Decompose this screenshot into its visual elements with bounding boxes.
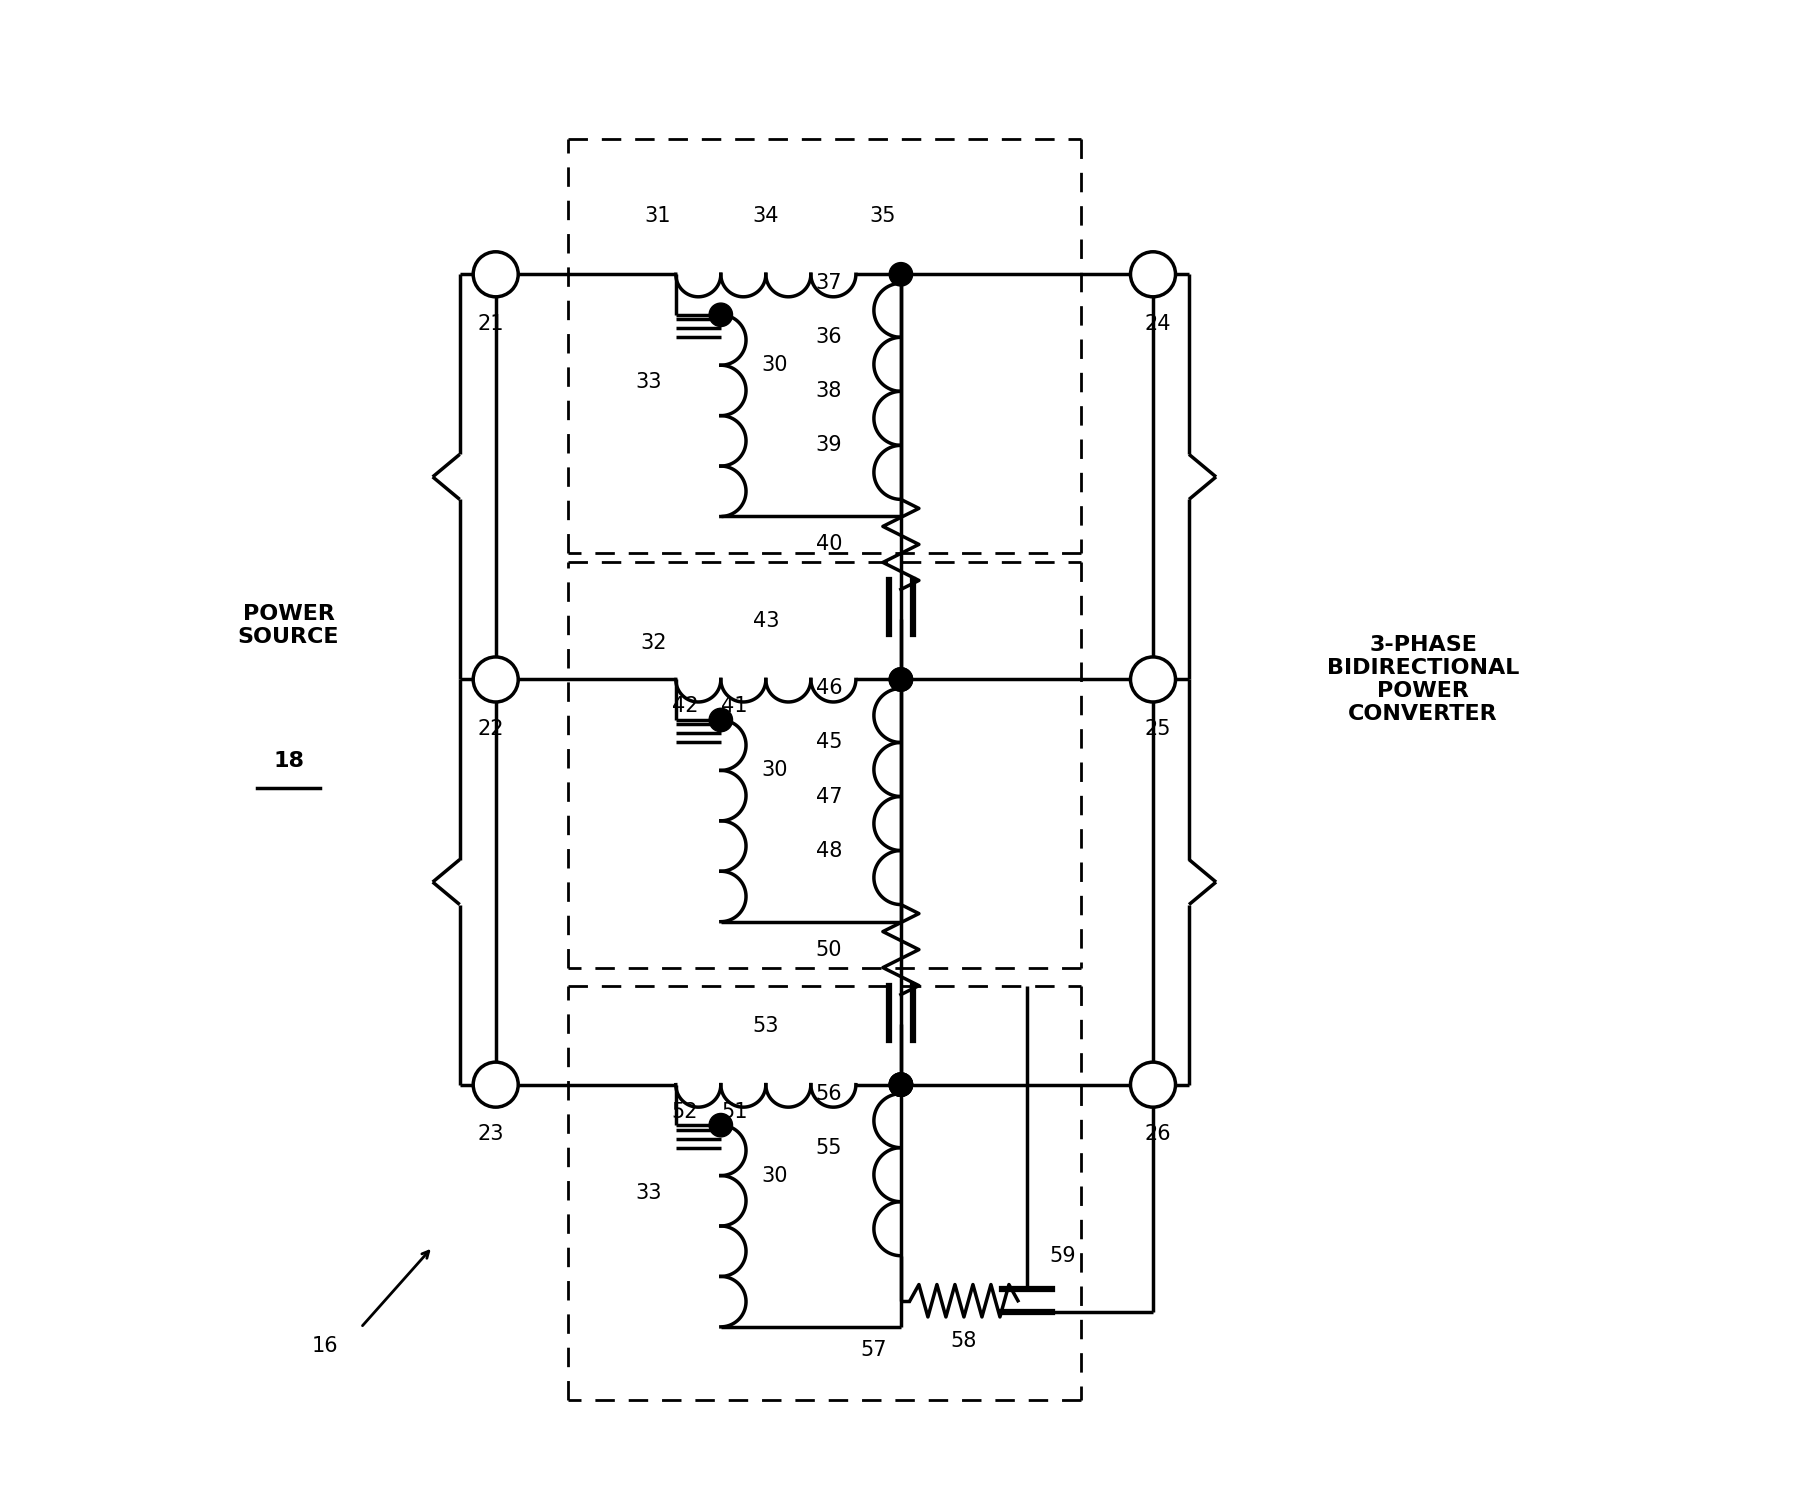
Text: 31: 31 <box>645 206 671 226</box>
Circle shape <box>889 668 913 692</box>
Text: 37: 37 <box>816 273 842 293</box>
Text: 39: 39 <box>816 435 842 456</box>
Circle shape <box>709 708 733 732</box>
Circle shape <box>889 1073 913 1097</box>
Circle shape <box>1131 1062 1176 1107</box>
Circle shape <box>473 657 518 702</box>
Circle shape <box>889 668 913 692</box>
Text: 36: 36 <box>816 327 842 347</box>
Text: 57: 57 <box>860 1340 887 1360</box>
Text: 38: 38 <box>816 381 842 402</box>
Text: 25: 25 <box>1144 719 1171 740</box>
Text: 43: 43 <box>753 611 780 630</box>
Text: 53: 53 <box>753 1016 780 1037</box>
Circle shape <box>889 1073 913 1097</box>
Text: 3-PHASE
BIDIRECTIONAL
POWER
CONVERTER: 3-PHASE BIDIRECTIONAL POWER CONVERTER <box>1327 635 1520 725</box>
Text: 24: 24 <box>1144 314 1171 333</box>
Text: 34: 34 <box>753 206 780 226</box>
Text: 47: 47 <box>816 786 842 807</box>
Text: 52: 52 <box>671 1101 698 1122</box>
Text: 16: 16 <box>311 1336 338 1355</box>
Text: 56: 56 <box>816 1083 842 1104</box>
Text: 33: 33 <box>636 1183 662 1203</box>
Text: 58: 58 <box>951 1331 976 1351</box>
Text: 18: 18 <box>273 750 304 771</box>
Text: 45: 45 <box>816 732 842 753</box>
Circle shape <box>473 1062 518 1107</box>
Circle shape <box>1131 657 1176 702</box>
Text: 46: 46 <box>816 678 842 699</box>
Text: 23: 23 <box>478 1123 504 1144</box>
Text: 33: 33 <box>636 372 662 393</box>
Text: 51: 51 <box>722 1101 747 1122</box>
Text: 32: 32 <box>640 633 667 653</box>
Text: POWER
SOURCE: POWER SOURCE <box>238 604 340 647</box>
Text: 21: 21 <box>478 314 504 333</box>
Text: 41: 41 <box>722 696 747 717</box>
Text: 40: 40 <box>816 535 842 554</box>
Text: 26: 26 <box>1144 1123 1171 1144</box>
Circle shape <box>889 263 913 285</box>
Circle shape <box>473 252 518 297</box>
Text: 35: 35 <box>869 206 896 226</box>
Text: 30: 30 <box>762 1165 787 1186</box>
Text: 22: 22 <box>478 719 504 740</box>
Text: 30: 30 <box>762 356 787 375</box>
Text: 42: 42 <box>671 696 698 717</box>
Circle shape <box>1131 252 1176 297</box>
Text: 55: 55 <box>816 1137 842 1158</box>
Text: 59: 59 <box>1049 1246 1076 1265</box>
Text: 30: 30 <box>762 760 787 780</box>
Circle shape <box>889 1073 913 1097</box>
Text: 50: 50 <box>816 940 842 959</box>
Circle shape <box>709 1113 733 1137</box>
Text: 48: 48 <box>816 841 842 861</box>
Circle shape <box>709 303 733 327</box>
